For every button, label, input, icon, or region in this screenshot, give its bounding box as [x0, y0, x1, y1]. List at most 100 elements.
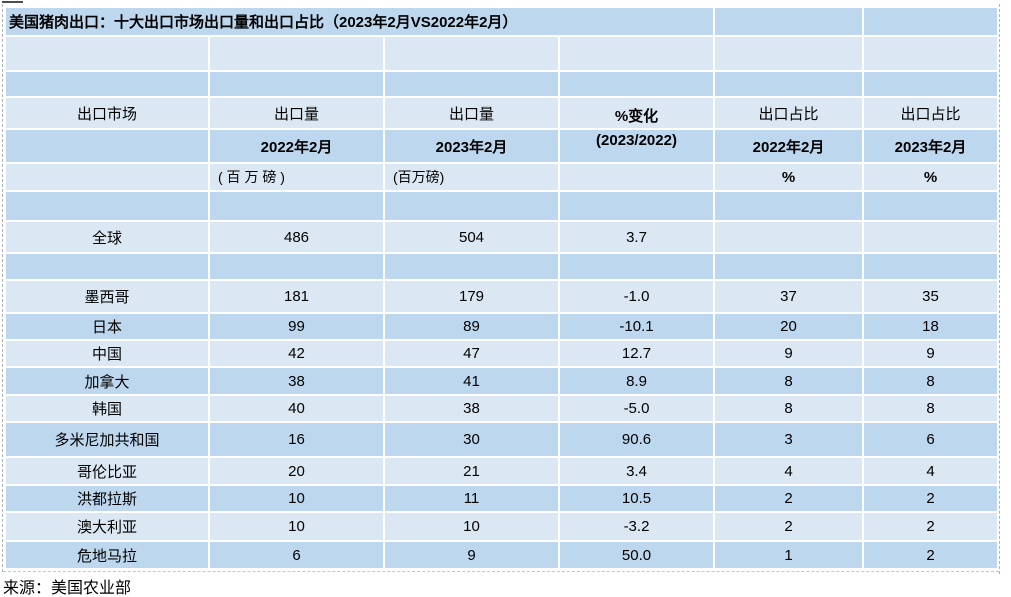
cell-share-2023: 9 — [864, 341, 997, 366]
unit-subheader-row: ( 百 万 磅 ) (百万磅) % % — [6, 164, 997, 190]
cell-pct-change: 12.7 — [560, 341, 713, 366]
spacer-cell — [385, 254, 558, 279]
subheader-unit-volume-2022: ( 百 万 磅 ) — [210, 164, 383, 190]
page-break-line-bottom — [3, 571, 999, 572]
cell-share-2022: 2 — [715, 513, 862, 540]
spacer-cell — [385, 72, 558, 96]
cell-volume-2023: 21 — [385, 458, 558, 484]
cell-share-2023 — [864, 222, 997, 252]
page-break-line-left — [2, 4, 3, 572]
cell-share-2023: 35 — [864, 281, 997, 312]
spacer-cell — [715, 37, 862, 70]
cell-volume-2023: 41 — [385, 368, 558, 394]
cell-share-2022: 20 — [715, 314, 862, 339]
table-row: 哥伦比亚 20 21 3.4 4 4 — [6, 458, 997, 484]
table-title: 美国猪肉出口：十大出口市场出口量和出口占比（2023年2月VS2022年2月） — [6, 8, 713, 35]
cell-volume-2022: 99 — [210, 314, 383, 339]
cell-share-2023: 2 — [864, 486, 997, 511]
spacer-cell — [560, 192, 713, 220]
table-row: 日本 99 89 -10.1 20 18 — [6, 314, 997, 339]
subheader-unit-share-2023: % — [864, 164, 997, 190]
cell-pct-change: -1.0 — [560, 281, 713, 312]
spacer-cell — [560, 37, 713, 70]
column-header-row: 出口市场 出口量 出口量 %变化 出口占比 出口占比 — [6, 98, 997, 128]
cell-volume-2022: 20 — [210, 458, 383, 484]
cell-share-2023: 6 — [864, 423, 997, 456]
cell-pct-change: 3.7 — [560, 222, 713, 252]
cell-market: 哥伦比亚 — [6, 458, 208, 484]
table-row: 危地马拉 6 9 50.0 1 2 — [6, 542, 997, 568]
cell-share-2023: 2 — [864, 542, 997, 568]
cell-share-2022: 8 — [715, 368, 862, 394]
cell-share-2023: 4 — [864, 458, 997, 484]
page-break-line-right — [999, 4, 1000, 574]
date-subheader-row: 2022年2月 2023年2月 (2023/2022) 2022年2月 2023… — [6, 130, 997, 162]
subheader-date-volume-2023: 2023年2月 — [385, 130, 558, 162]
date-empty-cell — [6, 130, 208, 162]
subheader-unit-volume-2023: (百万磅) — [385, 164, 558, 190]
spacer-row — [6, 254, 997, 279]
cell-volume-2023: 30 — [385, 423, 558, 456]
cell-market: 澳大利亚 — [6, 513, 208, 540]
cell-volume-2023: 504 — [385, 222, 558, 252]
cell-market: 多米尼加共和国 — [6, 423, 208, 456]
cell-share-2023: 18 — [864, 314, 997, 339]
cell-share-2022: 2 — [715, 486, 862, 511]
cell-volume-2023: 9 — [385, 542, 558, 568]
cell-share-2022: 4 — [715, 458, 862, 484]
cell-volume-2022: 486 — [210, 222, 383, 252]
cell-market: 韩国 — [6, 396, 208, 421]
cell-share-2022: 9 — [715, 341, 862, 366]
spacer-cell — [385, 37, 558, 70]
col-header-share-2023: 出口占比 — [864, 98, 997, 128]
spacer-cell — [560, 72, 713, 96]
page-break-top-segment — [2, 1, 23, 3]
spacer-cell — [6, 192, 208, 220]
spacer-cell — [864, 254, 997, 279]
spacer-cell — [210, 72, 383, 96]
cell-share-2022 — [715, 222, 862, 252]
export-table-wrap: 美国猪肉出口：十大出口市场出口量和出口占比（2023年2月VS2022年2月） … — [4, 6, 999, 570]
cell-pct-change: -3.2 — [560, 513, 713, 540]
cell-pct-change: 10.5 — [560, 486, 713, 511]
cell-volume-2023: 179 — [385, 281, 558, 312]
table-row: 墨西哥 181 179 -1.0 37 35 — [6, 281, 997, 312]
spacer-cell — [210, 254, 383, 279]
spacer-cell — [210, 37, 383, 70]
unit-empty-cell — [560, 164, 713, 190]
subheader-date-share-2023: 2023年2月 — [864, 130, 997, 162]
cell-market: 中国 — [6, 341, 208, 366]
subheader-date-share-2022: 2022年2月 — [715, 130, 862, 162]
spacer-cell — [210, 192, 383, 220]
cell-share-2022: 8 — [715, 396, 862, 421]
spacer-row — [6, 192, 997, 220]
title-row-empty-cell — [864, 8, 997, 35]
col-header-share-2022: 出口占比 — [715, 98, 862, 128]
col-header-volume-2023: 出口量 — [385, 98, 558, 128]
cell-market: 墨西哥 — [6, 281, 208, 312]
cell-volume-2022: 38 — [210, 368, 383, 394]
cell-volume-2022: 181 — [210, 281, 383, 312]
cell-pct-change: -5.0 — [560, 396, 713, 421]
cell-share-2022: 1 — [715, 542, 862, 568]
subheader-pct-change-period: (2023/2022) — [560, 130, 713, 162]
cell-pct-change: 8.9 — [560, 368, 713, 394]
col-header-pct-change: %变化 — [560, 98, 713, 128]
cell-market: 洪都拉斯 — [6, 486, 208, 511]
cell-volume-2022: 16 — [210, 423, 383, 456]
cell-market: 日本 — [6, 314, 208, 339]
spacer-cell — [715, 254, 862, 279]
cell-share-2023: 2 — [864, 513, 997, 540]
spacer-cell — [560, 254, 713, 279]
source-note: 来源：美国农业部 — [3, 580, 132, 597]
cell-volume-2022: 10 — [210, 486, 383, 511]
cell-volume-2023: 89 — [385, 314, 558, 339]
cell-volume-2022: 42 — [210, 341, 383, 366]
spacer-cell — [6, 72, 208, 96]
cell-volume-2023: 10 — [385, 513, 558, 540]
cell-volume-2023: 47 — [385, 341, 558, 366]
spacer-cell — [715, 72, 862, 96]
spacer-cell — [715, 192, 862, 220]
table-row: 洪都拉斯 10 11 10.5 2 2 — [6, 486, 997, 511]
table-row: 全球 486 504 3.7 — [6, 222, 997, 252]
